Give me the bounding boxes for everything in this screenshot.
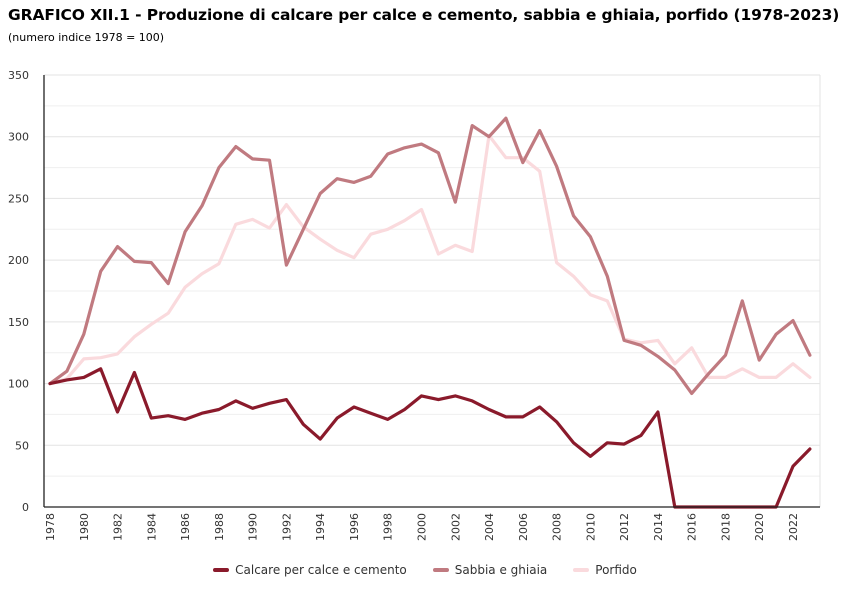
x-tick-label: 1996 <box>348 513 361 541</box>
x-axis-ticks: 1978 1980 1982 1984 1986 1988 1990 1992 1994 1996… <box>44 513 800 541</box>
legend-item: Calcare per calce e cemento <box>213 563 407 577</box>
x-tick-label: 1982 <box>112 513 125 541</box>
x-tick-label: 2014 <box>652 513 665 541</box>
x-tick-label: 1994 <box>314 513 327 541</box>
x-tick-label: 2008 <box>551 513 564 541</box>
x-tick-label: 1980 <box>78 513 91 541</box>
chart-title: GRAFICO XII.1 - Produzione di calcare pe… <box>8 6 840 24</box>
x-tick-label: 2018 <box>719 513 732 541</box>
legend-swatch <box>573 568 590 572</box>
x-tick-label: 1990 <box>247 513 260 541</box>
x-tick-label: 1986 <box>179 513 192 541</box>
x-tick-label: 2010 <box>584 513 597 541</box>
x-tick-label: 2006 <box>517 513 530 541</box>
legend-item: Porfido <box>573 563 637 577</box>
y-tick-label: 250 <box>8 192 29 205</box>
legend: Calcare per calce e cemento Sabbia e ghia… <box>0 563 850 577</box>
legend-label: Calcare per calce e cemento <box>235 563 407 577</box>
x-tick-label: 2012 <box>618 513 631 541</box>
x-tick-label: 2020 <box>753 513 766 541</box>
y-tick-label: 100 <box>8 378 29 391</box>
x-tick-label: 1998 <box>382 513 395 541</box>
legend-label: Porfido <box>595 563 637 577</box>
grid-lines <box>44 74 821 507</box>
chart-subtitle: (numero indice 1978 = 100) <box>8 31 165 44</box>
x-tick-label: 2004 <box>483 513 496 541</box>
y-tick-label: 200 <box>8 254 29 267</box>
series-line-sabbia-e-ghiaia <box>48 116 812 395</box>
legend-item: Sabbia e ghiaia <box>432 563 548 577</box>
y-tick-label: 50 <box>15 439 29 452</box>
y-tick-label: 300 <box>8 131 29 144</box>
series-line-porfido <box>48 133 812 386</box>
y-tick-label: 0 <box>22 501 29 514</box>
x-tick-label: 2016 <box>686 513 699 541</box>
x-tick-label: 2022 <box>787 513 800 541</box>
y-axis-ticks: 0 50 100 150 200 250 300 350 <box>8 69 29 514</box>
y-tick-label: 350 <box>8 69 29 82</box>
x-tick-label: 1992 <box>280 513 293 541</box>
x-tick-label: 1978 <box>44 513 57 541</box>
legend-swatch <box>213 568 230 572</box>
series-lines <box>48 116 812 509</box>
y-tick-label: 150 <box>8 316 29 329</box>
x-tick-label: 1988 <box>213 513 226 541</box>
legend-label: Sabbia e ghiaia <box>454 563 548 577</box>
x-tick-label: 2002 <box>449 513 462 541</box>
legend-swatch <box>432 568 449 572</box>
x-tick-label: 1984 <box>145 513 158 541</box>
x-tick-label: 2000 <box>416 513 429 541</box>
